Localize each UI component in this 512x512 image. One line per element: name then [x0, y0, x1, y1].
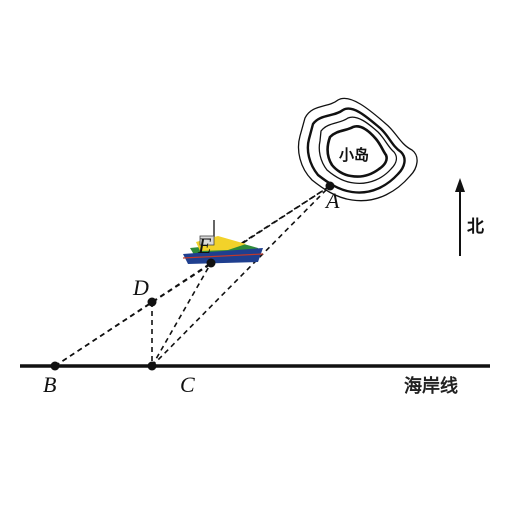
point-A — [325, 181, 335, 191]
label-C: C — [180, 372, 195, 397]
dashed-lines — [54, 185, 331, 367]
ship-icon — [182, 220, 264, 264]
label-E: E — [197, 233, 212, 258]
north-arrow-icon — [455, 178, 465, 256]
points — [50, 181, 335, 371]
label-B: B — [43, 372, 56, 397]
segment-CA — [151, 185, 331, 367]
point-C — [147, 361, 157, 371]
point-B — [50, 361, 60, 371]
point-D — [147, 297, 157, 307]
island-label: 小岛 — [339, 146, 369, 164]
north-label: 北 — [467, 217, 484, 237]
segment-CE — [151, 262, 212, 367]
segment-BA — [54, 185, 331, 367]
coast-label: 海岸线 — [404, 375, 458, 397]
point-E — [206, 258, 216, 268]
label-D: D — [132, 275, 149, 300]
island-contour-icon — [297, 97, 418, 202]
segment-EA — [210, 185, 331, 264]
label-A: A — [324, 188, 340, 213]
